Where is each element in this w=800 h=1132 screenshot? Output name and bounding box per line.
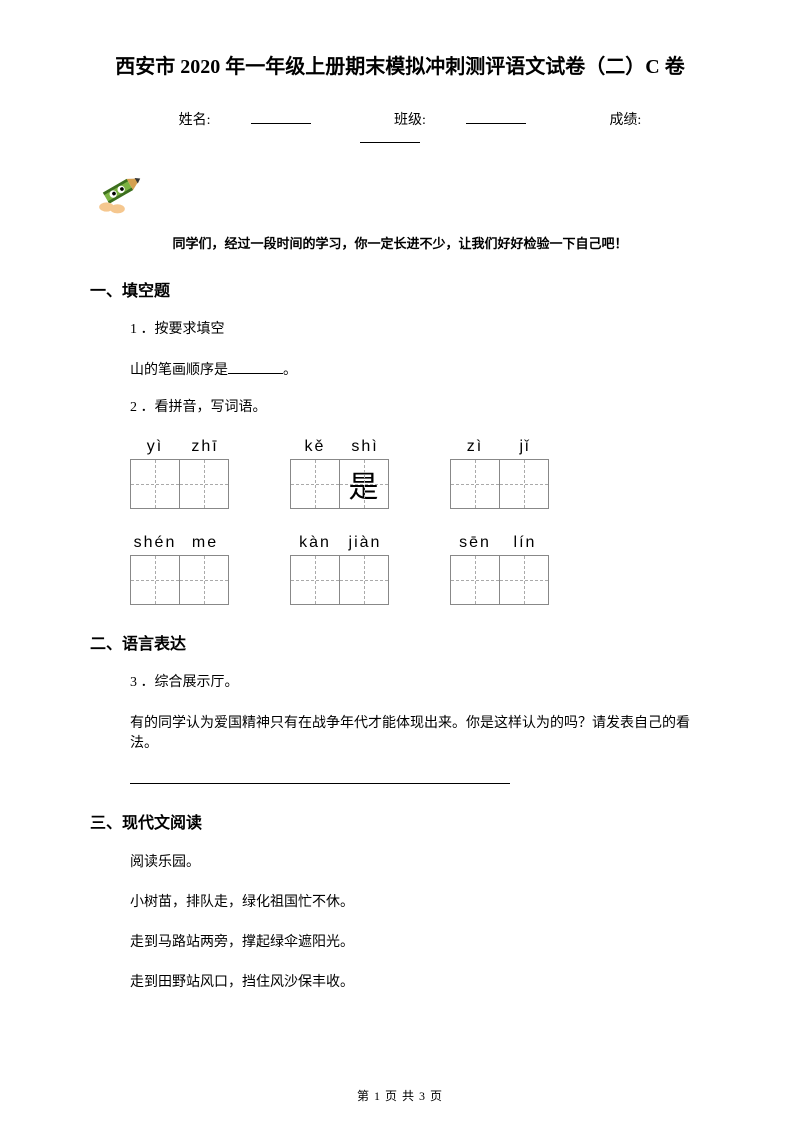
reading-line: 走到田野站风口，挡住风沙保丰收。	[130, 971, 710, 991]
section-2-heading: 二、语言表达	[90, 630, 710, 654]
q1-text: 山的笔画顺序是。	[130, 359, 710, 379]
q3-number: 3 ．综合展示厅。	[130, 672, 710, 694]
pinyin-box: kànjiàn	[290, 534, 390, 605]
q3-text: 有的同学认为爱国精神只有在战争年代才能体现出来。你是这样认为的吗？请发表自己的看…	[130, 712, 710, 752]
q2-number: 2 ．看拼音，写词语。	[130, 397, 710, 419]
section-3-heading: 三、现代文阅读	[90, 809, 710, 833]
reading-line: 走到马路站两旁，撑起绿伞遮阳光。	[130, 931, 710, 951]
class-field: 班级:	[374, 113, 546, 128]
reading-line: 小树苗，排队走，绿化祖国忙不休。	[130, 891, 710, 911]
pinyin-box: zìjǐ	[450, 438, 550, 509]
name-field: 姓名:	[159, 113, 331, 128]
pinyin-box: shénme	[130, 534, 230, 605]
info-line: 姓名: 班级: 成绩:	[90, 109, 710, 148]
page-title: 西安市 2020 年一年级上册期末模拟冲刺测评语文试卷（二）C 卷	[90, 50, 710, 79]
answer-line	[130, 770, 510, 784]
pinyin-box: yìzhī	[130, 438, 230, 509]
intro-text: 同学们，经过一段时间的学习，你一定长进不少，让我们好好检验一下自己吧！	[90, 233, 710, 252]
q1-number: 1 ．按要求填空	[130, 319, 710, 341]
page-footer: 第 1 页 共 3 页	[0, 1087, 800, 1104]
pencil-icon	[90, 163, 145, 218]
section-1-heading: 一、填空题	[90, 277, 710, 301]
pinyin-row-2: shénme kànjiàn sēnlín	[130, 534, 710, 605]
pinyin-row-1: yìzhī kěshì 是 zìjǐ	[130, 438, 710, 509]
pinyin-box: kěshì 是	[290, 438, 390, 509]
pinyin-box: sēnlín	[450, 534, 550, 605]
reading-intro: 阅读乐园。	[130, 851, 710, 871]
